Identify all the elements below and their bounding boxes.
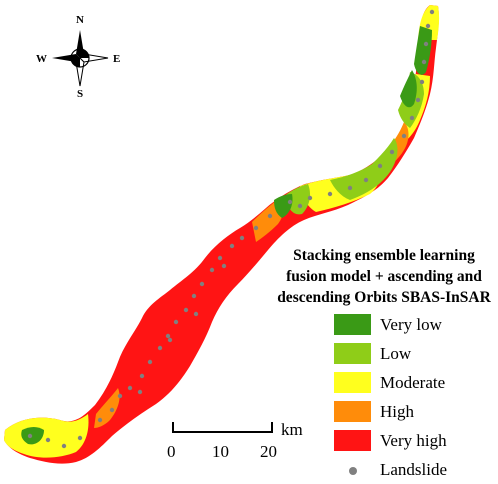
legend-swatch-very-high bbox=[334, 430, 371, 451]
map-title: Stacking ensemble learning fusion model … bbox=[268, 245, 498, 308]
zone-very-low-a bbox=[414, 26, 432, 75]
map-title-line-1: Stacking ensemble learning bbox=[293, 247, 475, 264]
legend-label-high: High bbox=[380, 402, 414, 421]
legend-label-low: Low bbox=[380, 344, 412, 363]
scale-unit: km bbox=[281, 420, 303, 439]
legend-point-landslide bbox=[349, 467, 357, 475]
legend-label-moderate: Moderate bbox=[380, 373, 446, 392]
scale-tick-0: 0 bbox=[167, 442, 176, 461]
zone-very-low-d bbox=[21, 427, 44, 445]
legend-label-landslide: Landslide bbox=[380, 460, 448, 479]
landslide-points bbox=[27, 9, 435, 449]
legend-label-very-high: Very high bbox=[380, 431, 447, 450]
compass-w-label: W bbox=[36, 53, 47, 65]
legend-swatch-very-low bbox=[334, 314, 371, 335]
legend-swatch-high bbox=[334, 401, 371, 422]
compass-s-label: S bbox=[77, 88, 84, 100]
map-title-line-3: descending Orbits SBAS-InSAR bbox=[277, 289, 491, 306]
zone-very-low-b bbox=[400, 70, 417, 108]
legend-item-moderate: Moderate bbox=[334, 371, 498, 397]
legend-item-high: High bbox=[334, 400, 498, 426]
compass-n-label: N bbox=[76, 14, 84, 26]
legend-swatch-low bbox=[334, 343, 371, 364]
legend-item-very-low: Very low bbox=[334, 313, 498, 339]
legend-swatch-moderate bbox=[334, 372, 371, 393]
zone-very-low-c bbox=[274, 194, 293, 218]
scale-bar bbox=[172, 422, 273, 433]
scale-tick-20: 20 bbox=[260, 442, 277, 461]
legend-label-very-low: Very low bbox=[380, 315, 442, 334]
zone-moderate-sw bbox=[4, 414, 89, 458]
zone-low-a bbox=[330, 138, 398, 200]
north-arrow bbox=[52, 30, 109, 87]
legend-item-low: Low bbox=[334, 342, 498, 368]
compass-e-label: E bbox=[113, 53, 121, 65]
scale-tick-10: 10 bbox=[212, 442, 229, 461]
legend-item-landslide: Landslide bbox=[334, 458, 498, 484]
legend-item-very-high: Very high bbox=[334, 429, 498, 455]
map-title-line-2: fusion model + ascending and bbox=[286, 268, 482, 285]
